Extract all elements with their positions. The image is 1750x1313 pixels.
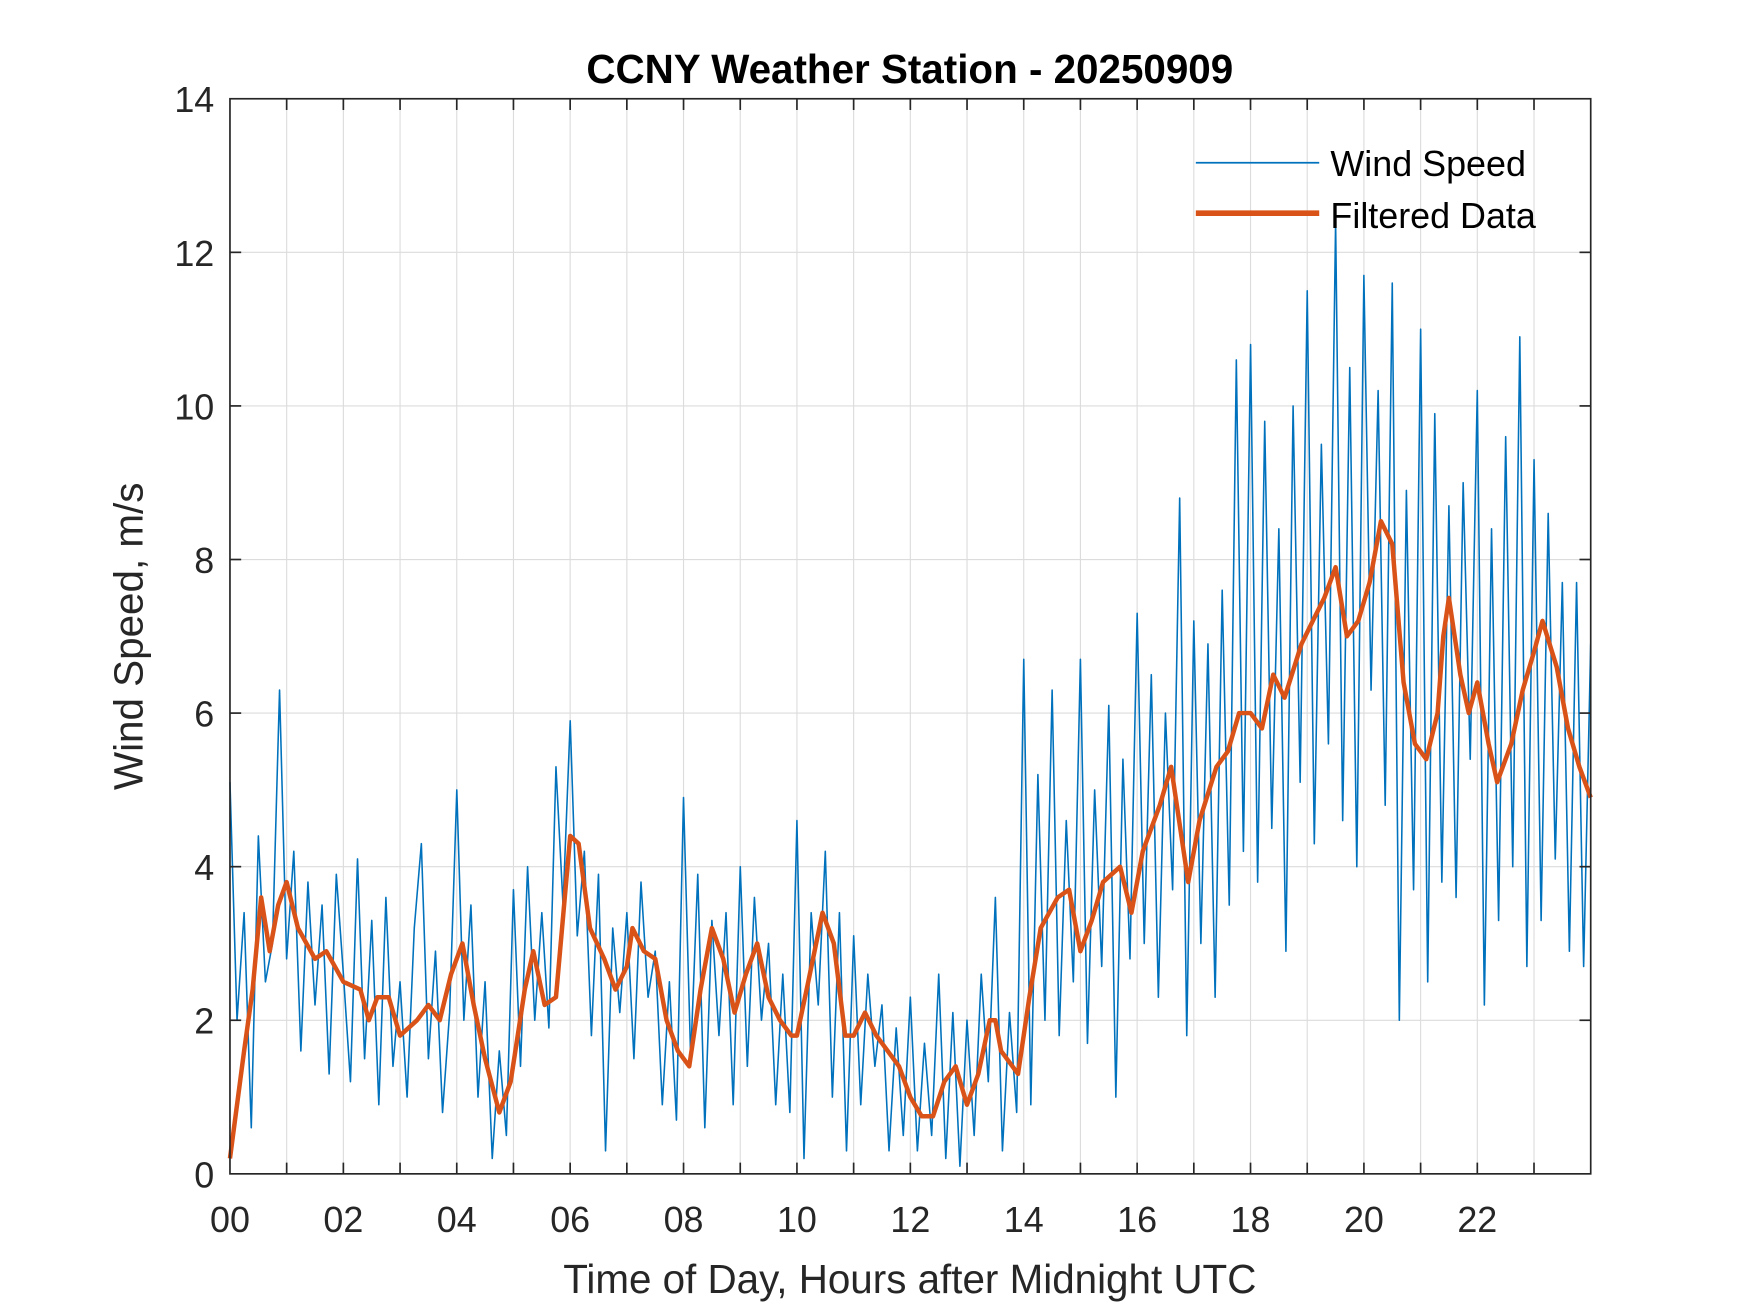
y-tick-label: 14 <box>174 80 214 120</box>
x-tick-label: 06 <box>550 1200 590 1240</box>
x-tick-label: 08 <box>664 1200 704 1240</box>
x-tick-label: 22 <box>1457 1200 1497 1240</box>
series-filtered-data <box>227 518 1593 1159</box>
legend-label-filtered-data: Filtered Data <box>1330 196 1535 236</box>
x-tick-label: 10 <box>777 1200 817 1240</box>
x-tick-label: 04 <box>437 1200 477 1240</box>
filtered-data-line <box>227 518 1593 1159</box>
y-tick-label: 4 <box>194 848 214 888</box>
y-tick-label: 0 <box>194 1155 214 1195</box>
y-tick-label: 10 <box>174 387 214 427</box>
legend-label-wind-speed: Wind Speed <box>1330 144 1525 184</box>
x-tick-label: 02 <box>323 1200 363 1240</box>
legend: Wind Speed Filtered Data <box>1195 144 1536 236</box>
x-tick-label: 12 <box>890 1200 930 1240</box>
y-tick-label: 6 <box>194 695 214 735</box>
y-tick-label: 2 <box>194 1002 214 1042</box>
x-axis-label: Time of Day, Hours after Midnight UTC <box>563 1256 1256 1302</box>
x-tick-label: 18 <box>1231 1200 1271 1240</box>
x-tick-label: 16 <box>1117 1200 1157 1240</box>
y-tick-label: 12 <box>174 234 214 274</box>
y-tick-label: 8 <box>194 541 214 581</box>
chart-title: CCNY Weather Station - 20250909 <box>586 46 1233 92</box>
x-tick-label: 20 <box>1344 1200 1384 1240</box>
wind-speed-line <box>229 220 1592 1167</box>
grid-lines <box>229 98 1591 1174</box>
x-tick-label: 00 <box>210 1200 250 1240</box>
x-tick-label: 14 <box>1004 1200 1044 1240</box>
y-axis-label: Wind Speed, m/s <box>105 483 151 790</box>
series-wind-speed <box>229 220 1592 1167</box>
